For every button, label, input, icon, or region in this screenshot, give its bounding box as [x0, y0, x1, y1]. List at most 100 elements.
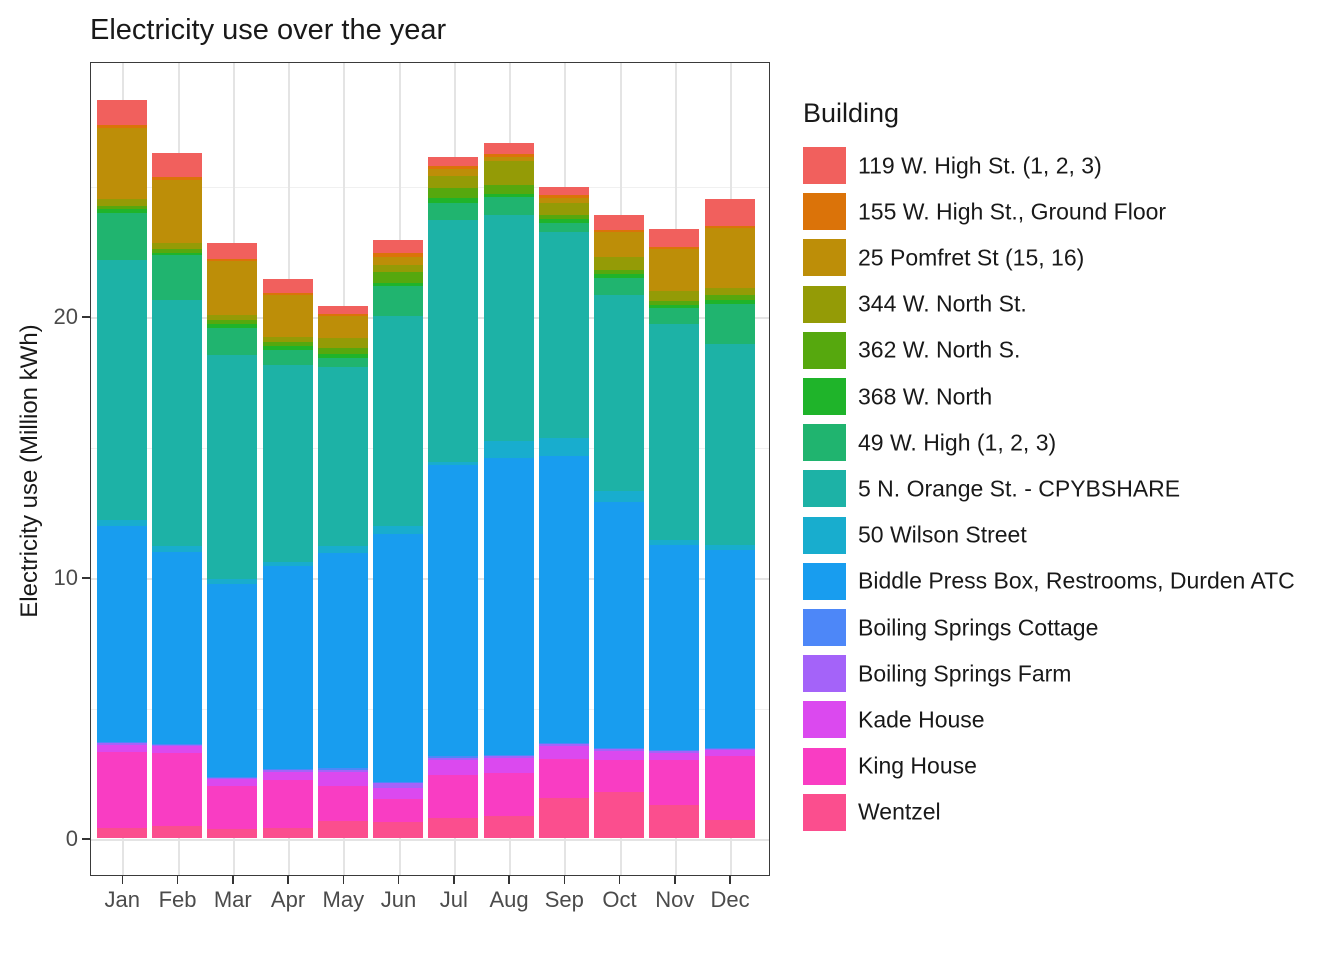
bar-segment — [704, 199, 755, 226]
bar-segment — [594, 269, 645, 274]
bar-segment — [317, 772, 368, 786]
bar-segment — [317, 768, 368, 770]
bar-segment — [483, 772, 534, 817]
bar-segment — [152, 177, 203, 180]
bar-segment — [207, 354, 258, 580]
bar-segment — [483, 157, 534, 161]
bar-segment — [152, 249, 203, 253]
bar-segment — [373, 282, 424, 287]
bar-segment — [704, 545, 755, 550]
legend-key-swatch — [803, 609, 846, 646]
bar-segment — [96, 260, 147, 520]
bar-segment — [152, 179, 203, 243]
bar-segment — [152, 546, 203, 553]
legend-key-swatch — [803, 655, 846, 693]
bar-segment — [152, 153, 203, 178]
bar-segment — [152, 252, 203, 256]
legend-item: 49 W. High (1, 2, 3) — [803, 424, 1303, 462]
bar-segment — [373, 822, 424, 839]
bar-segment — [373, 781, 424, 783]
legend-key-swatch — [803, 516, 846, 554]
bar-segment — [317, 305, 368, 314]
x-tick-label: Mar — [213, 887, 252, 912]
bar-segment — [152, 299, 203, 547]
bar-segment — [538, 746, 589, 760]
bar-segment — [317, 313, 368, 316]
legend-item: Boiling Springs Farm — [803, 655, 1303, 693]
legend-item-label: Boiling Springs Farm — [858, 660, 1072, 687]
bar-segment — [373, 315, 424, 526]
bar-segment — [262, 779, 313, 828]
x-tick-mark — [453, 876, 455, 884]
bar-segment — [704, 225, 755, 229]
legend-key-swatch — [803, 285, 846, 323]
legend-item-label: 25 Pomfret St (15, 16) — [858, 244, 1085, 271]
bar-segment — [483, 758, 534, 773]
bar-segment — [428, 220, 479, 463]
bar-segment — [649, 246, 700, 250]
bar-segment — [207, 828, 258, 839]
bar-segment — [704, 755, 755, 821]
legend-key-swatch — [803, 562, 846, 600]
bar-segment — [207, 776, 258, 778]
bar-segment — [428, 175, 479, 188]
bar-segment — [594, 273, 645, 278]
legend-item: Boiling Springs Cottage — [803, 609, 1303, 646]
bar-segment — [152, 746, 203, 753]
bar-segment — [96, 124, 147, 128]
x-tick-mark — [176, 876, 179, 884]
bar-segment — [428, 757, 479, 760]
y-tick-mark — [82, 577, 90, 579]
legend-key-swatch — [803, 147, 846, 184]
plot-panel — [90, 62, 770, 876]
bar-segment — [317, 347, 368, 354]
bar-segment — [317, 546, 368, 554]
bar-segment — [207, 242, 258, 259]
bar-segment — [538, 742, 589, 744]
bar-segment — [594, 491, 645, 503]
bar-segment — [96, 828, 147, 839]
legend-item-label: 368 W. North — [858, 383, 993, 409]
bar-segment — [207, 584, 258, 777]
bar-segment — [483, 458, 534, 755]
legend-key-swatch — [803, 331, 846, 369]
bar-segment — [207, 315, 258, 321]
bar-segment — [262, 827, 313, 839]
legend-key-swatch — [803, 793, 846, 831]
legend-item: Kade House — [803, 701, 1303, 739]
bar-segment — [262, 771, 313, 780]
bar-segment — [96, 519, 147, 527]
bar-segment — [152, 826, 203, 839]
bar-segment — [594, 231, 645, 258]
bar-segment — [373, 253, 424, 258]
x-tick-mark — [232, 876, 234, 884]
x-tick-mark — [618, 876, 621, 884]
legend-item-label: Boiling Springs Cottage — [858, 614, 1099, 640]
bar-segment — [594, 229, 645, 232]
bar-segment — [594, 748, 645, 751]
bar-segment — [207, 323, 258, 328]
x-tick-label: May — [322, 887, 365, 912]
bar-segment — [538, 197, 589, 203]
bar-segment — [538, 759, 589, 798]
bar-segment — [207, 579, 258, 585]
bar-segment — [317, 353, 368, 358]
bar-segment — [96, 100, 147, 125]
legend-item: 344 W. North St. — [803, 285, 1303, 323]
bar-segment — [262, 561, 313, 566]
bar-segment — [373, 798, 424, 823]
bar-segment — [207, 327, 258, 355]
bar-segment — [538, 202, 589, 215]
bar-segment — [373, 534, 424, 782]
bar-segment — [428, 198, 479, 203]
bar-segment — [538, 797, 589, 839]
x-tick-label: Apr — [270, 887, 306, 912]
legend-items: 119 W. High St. (1, 2, 3) 155 W. High St.… — [803, 147, 1295, 840]
legend-item-label: King House — [858, 752, 977, 779]
bar-segment — [538, 231, 589, 438]
legend-item-label: 344 W. North St. — [858, 290, 1027, 317]
bar-segment — [428, 462, 479, 466]
bar-segment — [152, 242, 203, 250]
bar-segment — [207, 320, 258, 324]
bar-segment — [262, 364, 313, 562]
